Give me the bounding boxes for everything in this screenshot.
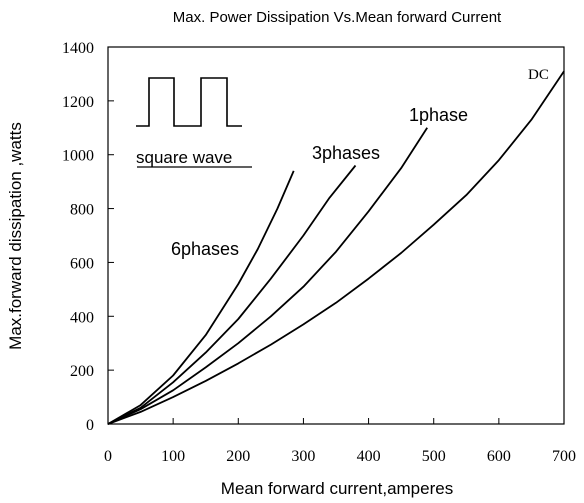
y-tick-label: 0	[86, 417, 94, 434]
x-tick-label: 200	[226, 448, 250, 465]
plot-area-frame	[107, 46, 565, 425]
series-group	[107, 70, 565, 425]
y-axis-label: Max.forward dissipation ,watts	[6, 122, 25, 350]
x-tick-label: 100	[161, 448, 185, 465]
chart-title: Max. Power Dissipation Vs.Mean forward C…	[173, 9, 502, 26]
series-labels: 6phases 3phases 1phase DC	[171, 67, 549, 259]
y-tick-label: 600	[70, 255, 94, 272]
y-tick-label: 400	[70, 309, 94, 326]
y-tick-label: 1000	[62, 148, 94, 165]
y-tick-label: 800	[70, 202, 94, 219]
series-label-6phases: 6phases	[171, 239, 239, 259]
series-line-3phases	[107, 164, 357, 425]
y-axis-ticks: 0 200 400 600 800 1000 1200 1400	[62, 40, 114, 434]
series-line-dc	[107, 70, 565, 425]
square-wave-inset: square wave	[136, 77, 252, 168]
series-label-3phases: 3phases	[312, 143, 380, 163]
x-tick-label: 300	[291, 448, 315, 465]
y-tick-label: 200	[70, 363, 94, 380]
series-line-6phases	[107, 170, 295, 425]
x-axis-label: Mean forward current,amperes	[221, 479, 453, 498]
y-tick-label: 1200	[62, 94, 94, 111]
square-wave-label: square wave	[136, 148, 232, 167]
x-tick-label: 500	[422, 448, 446, 465]
x-tick-label: 600	[487, 448, 511, 465]
y-tick-label: 1400	[62, 40, 94, 57]
x-axis-ticks: 0 100 200 300 400 500 600 700	[104, 418, 576, 465]
series-line-1phase	[107, 127, 428, 425]
series-label-dc: DC	[528, 67, 549, 83]
x-tick-label: 0	[104, 448, 112, 465]
series-label-1phase: 1phase	[409, 105, 468, 125]
x-tick-label: 700	[552, 448, 576, 465]
x-tick-label: 400	[357, 448, 381, 465]
square-wave-icon	[136, 77, 242, 127]
